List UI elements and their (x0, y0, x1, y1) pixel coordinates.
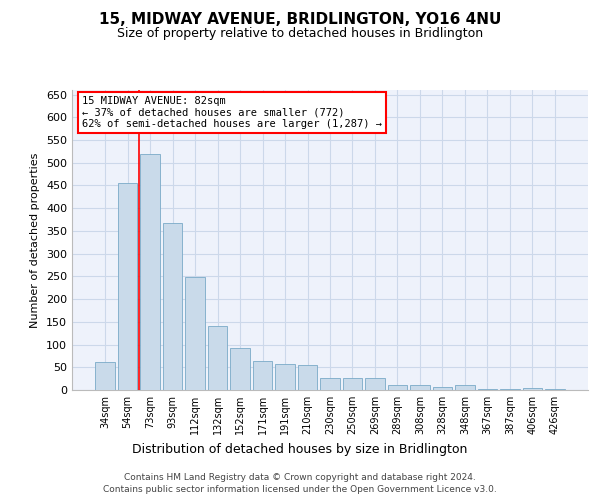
Bar (500, 389, 520, 390)
Bar (320, 378, 340, 390)
Text: Size of property relative to detached houses in Bridlington: Size of property relative to detached ho… (117, 28, 483, 40)
Text: Distribution of detached houses by size in Bridlington: Distribution of detached houses by size … (133, 442, 467, 456)
Bar (253, 362, 272, 390)
Bar (410, 384, 430, 390)
Bar (523, 388, 542, 390)
Bar (478, 388, 497, 390)
Bar (388, 385, 407, 390)
Text: Contains HM Land Registry data © Crown copyright and database right 2024.: Contains HM Land Registry data © Crown c… (124, 472, 476, 482)
Bar (163, 223, 182, 390)
Bar (95, 362, 115, 390)
Bar (455, 386, 475, 390)
Bar (433, 388, 452, 390)
Bar (208, 326, 227, 390)
Bar (140, 154, 160, 390)
Text: 15, MIDWAY AVENUE, BRIDLINGTON, YO16 4NU: 15, MIDWAY AVENUE, BRIDLINGTON, YO16 4NU (99, 12, 501, 28)
Bar (118, 183, 137, 390)
Bar (275, 364, 295, 390)
Text: Contains public sector information licensed under the Open Government Licence v3: Contains public sector information licen… (103, 485, 497, 494)
Bar (365, 378, 385, 390)
Bar (185, 278, 205, 390)
Text: 15 MIDWAY AVENUE: 82sqm
← 37% of detached houses are smaller (772)
62% of semi-d: 15 MIDWAY AVENUE: 82sqm ← 37% of detache… (82, 96, 382, 129)
Bar (298, 366, 317, 390)
Bar (343, 378, 362, 390)
Y-axis label: Number of detached properties: Number of detached properties (31, 152, 40, 328)
Bar (545, 388, 565, 390)
Bar (230, 348, 250, 390)
